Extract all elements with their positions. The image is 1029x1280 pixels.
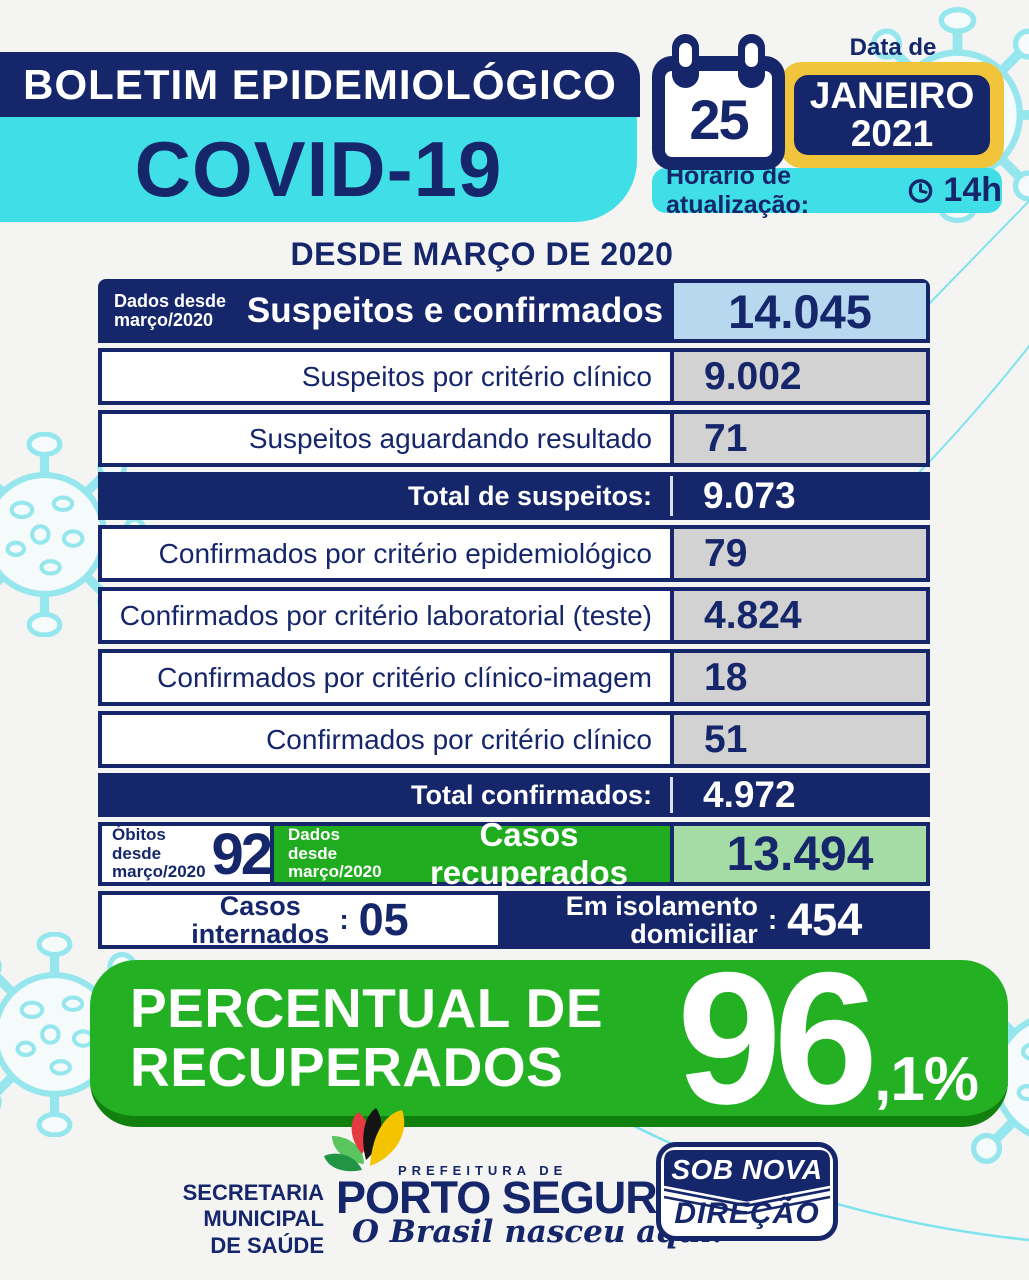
row-label: Suspeitos aguardando resultado [248, 422, 652, 454]
isolation-label: Em isolamento domiciliar [565, 890, 758, 949]
sob-nova-direcao-badge: SOB NOVA DIREÇÃO [656, 1142, 838, 1241]
clock-icon [909, 178, 933, 203]
table-row: Suspeitos por critério clínico 9.002 [98, 348, 930, 405]
percentage-decimal: ,1% [874, 1044, 979, 1114]
table-row: Confirmados por critério epidemiológico … [98, 525, 930, 582]
row-label: Total de suspeitos: [407, 480, 652, 511]
bulletin-subtitle: COVID-19 [134, 125, 503, 213]
row-value: 71 [670, 414, 926, 463]
row-value: 51 [670, 715, 926, 764]
banner-label-line: RECUPERADOS [130, 1036, 564, 1098]
percentage-integer: 96 [677, 932, 878, 1143]
note-line: março/2020 [288, 862, 382, 882]
table-row: Confirmados por critério clínico-imagem … [98, 649, 930, 706]
recovered-value: 13.494 [674, 826, 926, 882]
row-value: 9.073 [670, 475, 926, 516]
update-month-year: JANEIRO 2021 [794, 75, 990, 155]
row-label: Confirmados por critério epidemiológico [158, 537, 652, 569]
badge-line2: DIREÇÃO [674, 1197, 820, 1230]
update-year: 2021 [850, 113, 934, 154]
separator: : [767, 904, 778, 935]
header-title-bar: BOLETIM EPIDEMIOLÓGICO [0, 52, 640, 117]
hospitalized-cell: Casos internados : 05 [102, 891, 502, 948]
note-line: Óbitos desde [112, 824, 166, 863]
prefeitura-label: PREFEITURA DE [398, 1163, 568, 1178]
recovered-percentage-banner: PERCENTUAL DE RECUPERADOS 96 ,1% [90, 932, 1008, 1143]
row-value: 79 [670, 529, 926, 578]
label-line: domiciliar [630, 919, 758, 949]
label-line: internados [191, 919, 330, 949]
row-value: 14.045 [670, 283, 926, 339]
row-note: Dados desde março/2020 [102, 283, 246, 339]
secretary-line: SECRETARIA MUNICIPAL [182, 1180, 324, 1232]
isolation-cell: Em isolamento domiciliar : 454 [502, 891, 926, 948]
header-subtitle-bar: COVID-19 [0, 117, 637, 222]
calendar-icon: 25 [652, 34, 785, 170]
update-date-box: JANEIRO 2021 [780, 62, 1004, 168]
deaths-cell: Óbitos desde março/2020 92 [102, 822, 274, 887]
recovered-cell: Dados desde março/2020 Casos recuperados [274, 816, 674, 891]
section-title: DESDE MARÇO DE 2020 [290, 236, 674, 272]
calendar-ring-icon [738, 34, 765, 88]
row-value: 18 [670, 653, 926, 702]
banner-label: PERCENTUAL DE RECUPERADOS [130, 979, 603, 1097]
table-row: Confirmados por critério clínico 51 [98, 711, 930, 768]
update-day: 25 [689, 87, 749, 151]
row-label: Confirmados por critério clínico [266, 723, 652, 755]
secretary-label: SECRETARIA MUNICIPAL DE SAÚDE [112, 1180, 324, 1259]
row-value: 4.972 [670, 774, 926, 815]
update-month: JANEIRO [809, 75, 975, 117]
banner-label-line: PERCENTUAL DE [130, 977, 604, 1040]
hospitalized-label: Casos internados [191, 890, 330, 949]
row-label: Suspeitos por critério clínico [301, 360, 652, 392]
label-line: Casos [219, 890, 301, 921]
row-value: 9.002 [670, 352, 926, 401]
separator: : [339, 904, 349, 935]
note-line: março/2020 [114, 310, 214, 330]
note-line: março/2020 [112, 862, 206, 882]
secretary-line: DE SAÚDE [210, 1232, 324, 1258]
table-row: Confirmados por critério laboratorial (t… [98, 587, 930, 644]
isolation-value: 454 [787, 894, 863, 945]
porto-seguro-logo-leaves-icon [324, 1108, 405, 1172]
badge-line1: SOB NOVA [671, 1154, 823, 1185]
update-time-box: Horário de atualização: 14h [652, 162, 1002, 219]
update-time-value: 14h [943, 171, 1002, 209]
table-row-suspects-confirmed: Dados desde março/2020 Suspeitos e confi… [98, 279, 930, 343]
deaths-note: Óbitos desde março/2020 [112, 824, 211, 882]
banner-percentage: 96 ,1% [677, 932, 979, 1143]
hospitalized-value: 05 [358, 894, 409, 945]
row-label: Suspeitos e confirmados [246, 291, 664, 330]
table-row-total-suspects: Total de suspeitos: 9.073 [98, 472, 930, 520]
table-row-total-confirmed: Total confirmados: 4.972 [98, 773, 930, 817]
bulletin-title: BOLETIM EPIDEMIOLÓGICO [23, 60, 617, 108]
row-label: Confirmados por critério clínico-imagem [157, 661, 652, 693]
deaths-value: 92 [211, 821, 272, 887]
table-row-recovered: Óbitos desde março/2020 92 Dados desde m… [98, 816, 930, 891]
table-row: Suspeitos aguardando resultado 71 [98, 410, 930, 467]
update-time-label: Horário de atualização: [666, 161, 810, 219]
recovered-label: Casos recuperados [429, 816, 629, 891]
row-label: Confirmados por critério laboratorial (t… [119, 599, 652, 631]
calendar-ring-icon [672, 34, 699, 88]
recovered-note: Dados desde março/2020 [274, 824, 392, 882]
table-row-hospitalized-isolation: Casos internados : 05 Em isolamento domi… [98, 891, 930, 949]
data-table: Dados desde março/2020 Suspeitos e confi… [98, 279, 930, 954]
label-line: Em isolamento [565, 890, 758, 921]
note-line: Dados desde [288, 824, 340, 863]
row-value: 4.824 [670, 591, 926, 640]
row-label: Total confirmados: [410, 779, 652, 810]
note-line: Dados desde [114, 290, 227, 311]
